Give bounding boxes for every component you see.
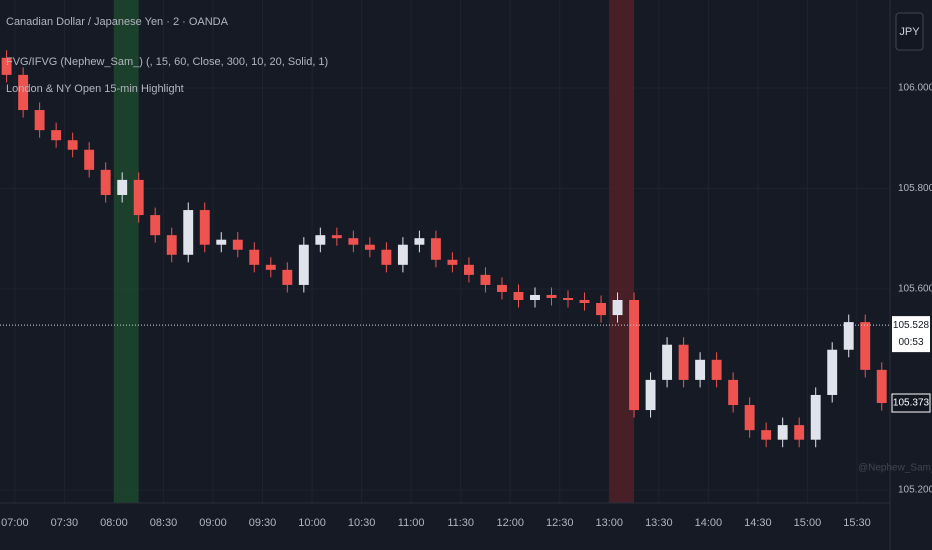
- y-tick-label: 105.800: [898, 183, 932, 194]
- candle-body: [282, 269, 293, 285]
- candle-body: [315, 235, 326, 245]
- indicator-label: London & NY Open 15-min Highlight: [6, 83, 184, 95]
- candle-body: [67, 140, 78, 150]
- candle-body: [662, 344, 673, 380]
- candle-body: [827, 349, 838, 395]
- candle-body: [480, 274, 491, 285]
- x-tick-label: 11:00: [398, 517, 425, 529]
- candle-body: [777, 425, 788, 440]
- candle-body: [513, 291, 524, 300]
- session-highlight: [113, 0, 139, 503]
- candle-body: [744, 405, 755, 431]
- candle-body: [860, 322, 871, 370]
- candle-body: [876, 369, 887, 404]
- candle-body: [183, 210, 194, 255]
- candle-body: [596, 303, 606, 316]
- last-price-box: [891, 393, 931, 413]
- x-tick-label: 09:00: [199, 517, 227, 529]
- candle-body: [761, 430, 772, 440]
- candle-body: [84, 149, 95, 170]
- candle-body: [298, 244, 309, 285]
- currency-label[interactable]: JPY: [899, 26, 920, 38]
- watermark: @Nephew_Sam_: [858, 463, 932, 474]
- candle-body: [430, 238, 441, 260]
- candle-body: [34, 110, 45, 131]
- price-label-box: [892, 316, 930, 353]
- x-tick-label: 10:00: [298, 517, 326, 529]
- x-tick-label: 12:00: [496, 517, 524, 529]
- candle-body: [695, 359, 706, 380]
- indicator-label: FVG/IFVG (Nephew_Sam_) (, 15, 60, Close,…: [6, 56, 328, 68]
- candle-body: [497, 284, 507, 292]
- candle-body: [265, 264, 276, 270]
- price-label: 105.528: [893, 320, 930, 331]
- candle-body: [463, 264, 474, 275]
- x-tick-label: 13:00: [596, 517, 624, 529]
- candle-body: [645, 379, 656, 411]
- candle-body: [199, 210, 210, 245]
- candle-body: [100, 169, 111, 195]
- currency-button[interactable]: [895, 12, 924, 51]
- x-tick-label: 09:30: [249, 517, 277, 529]
- x-tick-label: 12:30: [546, 517, 574, 529]
- x-tick-label: 11:30: [447, 517, 474, 529]
- candle-body: [232, 239, 243, 250]
- x-tick-label: 14:30: [744, 517, 772, 529]
- candle-body: [51, 130, 62, 141]
- candle-body: [249, 249, 260, 265]
- candle-body: [794, 425, 805, 440]
- candle-body: [530, 294, 540, 300]
- candle-body: [728, 379, 739, 406]
- candle-body: [546, 294, 557, 298]
- chart-title: Canadian Dollar / Japanese Yen · 2 · OAN…: [6, 16, 229, 28]
- x-tick-label: 07:30: [51, 517, 79, 529]
- candle-body: [711, 359, 722, 380]
- y-tick-label: 105.600: [898, 284, 932, 295]
- candle-body: [629, 300, 640, 411]
- candle-body: [18, 74, 29, 111]
- candle-body: [133, 179, 144, 216]
- x-tick-label: 15:00: [794, 517, 822, 529]
- candle-body: [563, 297, 573, 300]
- candle-body: [1, 57, 12, 75]
- candle-body: [117, 179, 128, 195]
- candle-body: [843, 322, 854, 350]
- candle-body: [381, 249, 392, 265]
- x-tick-label: 07:00: [1, 517, 29, 529]
- candle-body: [579, 300, 590, 304]
- countdown: 00:53: [898, 337, 923, 348]
- x-tick-label: 08:00: [100, 517, 128, 529]
- x-tick-label: 14:00: [695, 517, 723, 529]
- candle-body: [678, 344, 689, 380]
- candle-body: [331, 235, 342, 239]
- candle-body: [348, 238, 359, 245]
- session-highlight: [609, 0, 635, 503]
- x-tick-label: 10:30: [348, 517, 376, 529]
- candle-body: [414, 238, 425, 245]
- candle-body: [364, 244, 375, 250]
- x-tick-label: 15:30: [843, 517, 871, 529]
- candle-body: [150, 215, 161, 236]
- candle-body: [810, 394, 821, 440]
- x-tick-label: 08:30: [150, 517, 178, 529]
- candle-body: [447, 259, 458, 265]
- y-tick-label: 105.200: [898, 485, 932, 496]
- x-tick-label: 13:30: [645, 517, 673, 529]
- candle-body: [216, 239, 227, 245]
- y-tick-label: 106.000: [898, 83, 932, 94]
- candle-body: [166, 235, 177, 255]
- candle-body: [612, 300, 623, 316]
- last-price-label: 105.373: [893, 398, 930, 409]
- candle-body: [397, 244, 408, 265]
